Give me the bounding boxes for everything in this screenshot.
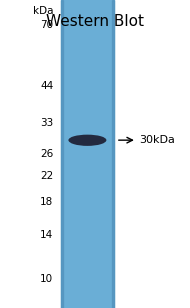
Bar bbox=[61, 0, 63, 308]
Text: 44: 44 bbox=[40, 81, 53, 91]
Text: 22: 22 bbox=[40, 171, 53, 181]
Text: 26: 26 bbox=[40, 149, 53, 159]
Bar bbox=[61, 0, 114, 308]
Text: kDa: kDa bbox=[33, 6, 53, 16]
Text: 18: 18 bbox=[40, 197, 53, 207]
Text: 70: 70 bbox=[40, 20, 53, 30]
Text: 30kDa: 30kDa bbox=[139, 135, 175, 145]
Text: 10: 10 bbox=[40, 274, 53, 284]
Text: 14: 14 bbox=[40, 230, 53, 240]
Text: 33: 33 bbox=[40, 118, 53, 128]
Text: Western Blot: Western Blot bbox=[46, 14, 144, 29]
Bar bbox=[112, 0, 114, 308]
Ellipse shape bbox=[68, 135, 106, 146]
